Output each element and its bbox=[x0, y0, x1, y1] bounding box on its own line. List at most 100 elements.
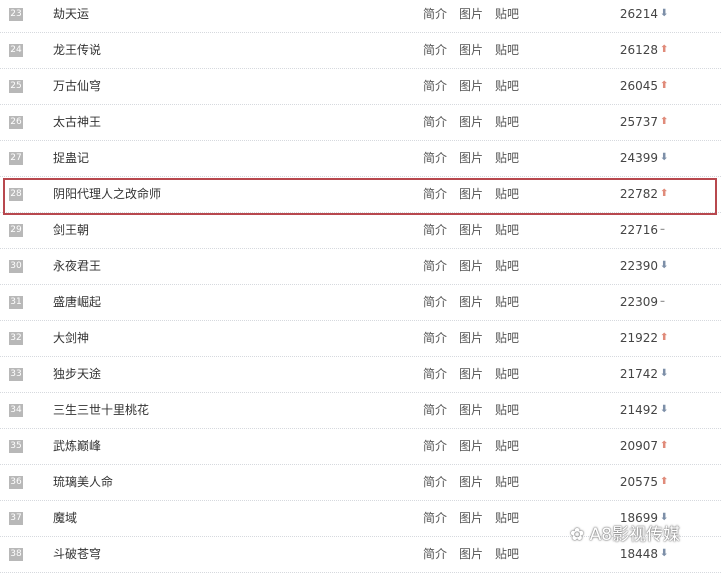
intro-link[interactable]: 简介 bbox=[423, 187, 448, 201]
trend-down-icon: ⬇ bbox=[660, 260, 669, 271]
intro-link[interactable]: 简介 bbox=[423, 7, 448, 21]
tieba-link[interactable]: 贴吧 bbox=[495, 187, 520, 201]
images-link[interactable]: 图片 bbox=[459, 79, 484, 93]
rank-badge: 35 bbox=[9, 440, 23, 453]
intro-link[interactable]: 简介 bbox=[423, 439, 448, 453]
tieba-link[interactable]: 贴吧 bbox=[495, 439, 520, 453]
title-link[interactable]: 独步天途 bbox=[53, 367, 102, 381]
intro-link[interactable]: 简介 bbox=[423, 475, 448, 489]
score: 26045 bbox=[619, 79, 658, 93]
images-link[interactable]: 图片 bbox=[459, 115, 484, 129]
score: 22716 bbox=[619, 223, 658, 237]
rank-badge: 36 bbox=[9, 476, 23, 489]
trend-down-icon: ⬇ bbox=[660, 368, 669, 379]
tieba-link[interactable]: 贴吧 bbox=[495, 79, 520, 93]
rank-badge: 32 bbox=[9, 332, 23, 345]
intro-link[interactable]: 简介 bbox=[423, 547, 448, 561]
title-link[interactable]: 永夜君王 bbox=[53, 259, 102, 273]
images-link[interactable]: 图片 bbox=[459, 259, 484, 273]
images-link[interactable]: 图片 bbox=[459, 367, 484, 381]
intro-link[interactable]: 简介 bbox=[423, 511, 448, 525]
images-link[interactable]: 图片 bbox=[459, 187, 484, 201]
images-link[interactable]: 图片 bbox=[459, 43, 484, 57]
title-link[interactable]: 琉璃美人命 bbox=[53, 475, 114, 489]
score: 20575 bbox=[619, 475, 658, 489]
title-link[interactable]: 三生三世十里桃花 bbox=[53, 403, 150, 417]
intro-link[interactable]: 简介 bbox=[423, 43, 448, 57]
images-link[interactable]: 图片 bbox=[459, 439, 484, 453]
trend-down-icon: ⬇ bbox=[660, 404, 669, 415]
tieba-link[interactable]: 贴吧 bbox=[495, 475, 520, 489]
title-link[interactable]: 武炼巅峰 bbox=[53, 439, 102, 453]
trend-up-icon: ⬆ bbox=[660, 44, 669, 55]
intro-link[interactable]: 简介 bbox=[423, 79, 448, 93]
table-row: 34 三生三世十里桃花 简介 图片 贴吧 21492 ⬇ bbox=[0, 393, 721, 429]
title-link[interactable]: 龙王传说 bbox=[53, 43, 102, 57]
intro-link[interactable]: 简介 bbox=[423, 367, 448, 381]
images-link[interactable]: 图片 bbox=[459, 511, 484, 525]
images-link[interactable]: 图片 bbox=[459, 403, 484, 417]
score: 21742 bbox=[619, 367, 658, 381]
trend-flat-icon: – bbox=[660, 224, 665, 235]
intro-link[interactable]: 简介 bbox=[423, 331, 448, 345]
intro-link[interactable]: 简介 bbox=[423, 115, 448, 129]
table-row: 24 龙王传说 简介 图片 贴吧 26128 ⬆ bbox=[0, 33, 721, 69]
images-link[interactable]: 图片 bbox=[459, 151, 484, 165]
rank-badge: 28 bbox=[9, 188, 23, 201]
intro-link[interactable]: 简介 bbox=[423, 295, 448, 309]
score: 20907 bbox=[619, 439, 658, 453]
tieba-link[interactable]: 贴吧 bbox=[495, 259, 520, 273]
title-link[interactable]: 太古神王 bbox=[53, 115, 102, 129]
intro-link[interactable]: 简介 bbox=[423, 403, 448, 417]
tieba-link[interactable]: 贴吧 bbox=[495, 223, 520, 237]
rank-badge: 38 bbox=[9, 548, 23, 561]
tieba-link[interactable]: 贴吧 bbox=[495, 511, 520, 525]
intro-link[interactable]: 简介 bbox=[423, 259, 448, 273]
score: 22390 bbox=[619, 259, 658, 273]
title-link[interactable]: 剑王朝 bbox=[53, 223, 90, 237]
intro-link[interactable]: 简介 bbox=[423, 223, 448, 237]
images-link[interactable]: 图片 bbox=[459, 7, 484, 21]
intro-link[interactable]: 简介 bbox=[423, 151, 448, 165]
images-link[interactable]: 图片 bbox=[459, 295, 484, 309]
tieba-link[interactable]: 贴吧 bbox=[495, 115, 520, 129]
watermark: ✿ A8影视传媒 bbox=[570, 525, 681, 545]
trend-down-icon: ⬇ bbox=[660, 548, 669, 559]
table-row: 37 魔域 简介 图片 贴吧 18699 ⬇ bbox=[0, 501, 721, 537]
title-link[interactable]: 捉蛊记 bbox=[53, 151, 90, 165]
title-link[interactable]: 盛唐崛起 bbox=[53, 295, 102, 309]
trend-down-icon: ⬇ bbox=[660, 152, 669, 163]
title-link[interactable]: 劫天运 bbox=[53, 7, 90, 21]
score: 25737 bbox=[619, 115, 658, 129]
tieba-link[interactable]: 贴吧 bbox=[495, 295, 520, 309]
tieba-link[interactable]: 贴吧 bbox=[495, 43, 520, 57]
title-link[interactable]: 万古仙穹 bbox=[53, 79, 102, 93]
tieba-link[interactable]: 贴吧 bbox=[495, 367, 520, 381]
title-link[interactable]: 阴阳代理人之改命师 bbox=[53, 187, 162, 201]
table-row: 36 琉璃美人命 简介 图片 贴吧 20575 ⬆ bbox=[0, 465, 721, 501]
score: 24399 bbox=[619, 151, 658, 165]
images-link[interactable]: 图片 bbox=[459, 475, 484, 489]
images-link[interactable]: 图片 bbox=[459, 331, 484, 345]
table-row: 28 阴阳代理人之改命师 简介 图片 贴吧 22782 ⬆ bbox=[0, 177, 721, 213]
title-link[interactable]: 魔域 bbox=[53, 511, 78, 525]
rank-badge: 26 bbox=[9, 116, 23, 129]
table-row: 30 永夜君王 简介 图片 贴吧 22390 ⬇ bbox=[0, 249, 721, 285]
tieba-link[interactable]: 贴吧 bbox=[495, 547, 520, 561]
rank-badge: 25 bbox=[9, 80, 23, 93]
table-row: 33 独步天途 简介 图片 贴吧 21742 ⬇ bbox=[0, 357, 721, 393]
images-link[interactable]: 图片 bbox=[459, 223, 484, 237]
tieba-link[interactable]: 贴吧 bbox=[495, 7, 520, 21]
tieba-link[interactable]: 贴吧 bbox=[495, 403, 520, 417]
table-row: 26 太古神王 简介 图片 贴吧 25737 ⬆ bbox=[0, 105, 721, 141]
title-link[interactable]: 斗破苍穹 bbox=[53, 547, 102, 561]
table-row: 27 捉蛊记 简介 图片 贴吧 24399 ⬇ bbox=[0, 141, 721, 177]
tieba-link[interactable]: 贴吧 bbox=[495, 151, 520, 165]
title-link[interactable]: 大剑神 bbox=[53, 331, 90, 345]
score: 22782 bbox=[619, 187, 658, 201]
tieba-link[interactable]: 贴吧 bbox=[495, 331, 520, 345]
images-link[interactable]: 图片 bbox=[459, 547, 484, 561]
rank-badge: 27 bbox=[9, 152, 23, 165]
score: 26128 bbox=[619, 43, 658, 57]
